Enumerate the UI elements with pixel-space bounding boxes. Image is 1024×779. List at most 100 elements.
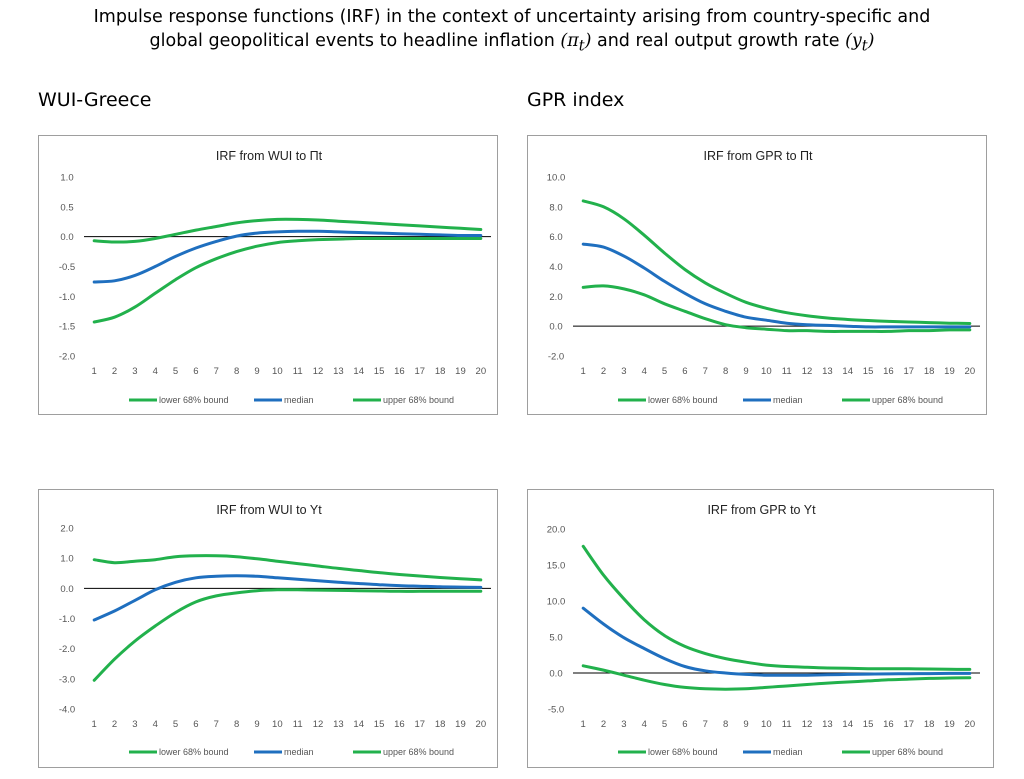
- x-tick-label: 19: [455, 366, 466, 377]
- x-tick-label: 14: [842, 719, 853, 730]
- x-tick-label: 2: [601, 366, 606, 377]
- x-tick-label: 14: [353, 719, 364, 730]
- y-tick-label: -4.0: [59, 705, 75, 716]
- y-tick-label: -0.5: [59, 262, 75, 273]
- x-tick-label: 4: [153, 719, 158, 730]
- y-tick-label: 4.0: [549, 262, 562, 273]
- series-line-lower-68-bound: [92, 588, 483, 682]
- chart-panel-wui-output: IRF from WUI to Yt 2.0 1.0 0.0 -1.0 -2.0 -3.0 -…: [38, 489, 498, 768]
- x-tick-label: 19: [944, 366, 955, 377]
- x-tick-label: 1: [92, 719, 97, 730]
- chart-title: IRF from WUI to Πt: [216, 149, 323, 163]
- x-tick-label: 8: [723, 366, 728, 377]
- x-tick-label: 20: [965, 719, 976, 730]
- x-tick-label: 19: [455, 719, 466, 730]
- x-tick-label: 16: [883, 366, 894, 377]
- x-tick-label: 18: [924, 719, 935, 730]
- y-tick-label: -1.0: [59, 292, 75, 303]
- x-tick-label: 11: [293, 719, 303, 730]
- x-tick-label: 2: [601, 719, 606, 730]
- x-tick-label: 12: [802, 366, 813, 377]
- legend-label-lower-68-bound: lower 68% bound: [648, 395, 718, 405]
- x-tick-label: 6: [193, 366, 198, 377]
- x-tick-label: 16: [394, 719, 405, 730]
- x-tick-label: 17: [414, 366, 425, 377]
- x-tick-label: 18: [435, 366, 446, 377]
- legend-label-upper-68-bound: upper 68% bound: [383, 747, 454, 757]
- x-tick-label: 7: [214, 719, 219, 730]
- x-tick-label: 15: [374, 719, 385, 730]
- y-tick-label: 2.0: [549, 292, 562, 303]
- x-tick-label: 13: [333, 366, 344, 377]
- x-tick-label: 6: [682, 719, 687, 730]
- legend-label-median: median: [773, 747, 803, 757]
- legend-label-upper-68-bound: upper 68% bound: [383, 395, 454, 405]
- x-tick-label: 20: [965, 366, 976, 377]
- x-tick-label: 5: [173, 366, 178, 377]
- section-label-gpr-index: GPR index: [527, 89, 625, 111]
- chart-title: IRF from GPR to Yt: [707, 503, 816, 517]
- y-tick-label: -2.0: [59, 352, 75, 363]
- y-tick-label: 20.0: [547, 525, 566, 536]
- x-tick-label: 7: [703, 719, 708, 730]
- x-tick-label: 9: [254, 719, 259, 730]
- y-tick-label: 0.0: [60, 584, 73, 595]
- title-line-2-mid: and real output growth rate: [596, 31, 840, 51]
- x-tick-label: 15: [863, 719, 874, 730]
- x-tick-label: 20: [476, 719, 487, 730]
- y-tick-label: -2.0: [59, 644, 75, 655]
- x-tick-label: 4: [642, 719, 647, 730]
- x-tick-label: 9: [743, 719, 748, 730]
- x-tick-label: 3: [621, 719, 626, 730]
- x-tick-label: 6: [682, 366, 687, 377]
- x-tick-label: 1: [581, 366, 586, 377]
- x-tick-label: 8: [234, 366, 239, 377]
- x-tick-label: 5: [173, 719, 178, 730]
- x-tick-label: 4: [153, 366, 158, 377]
- legend-label-median: median: [284, 747, 314, 757]
- x-tick-label: 7: [703, 366, 708, 377]
- x-tick-label: 3: [621, 366, 626, 377]
- x-tick-label: 10: [761, 719, 772, 730]
- x-tick-label: 13: [822, 719, 833, 730]
- x-tick-label: 16: [883, 719, 894, 730]
- irf-chart-wui-inflation: IRF from WUI to Πt 1.0 0.5 0.0 -0.5 -1.0 -1.5 -…: [59, 149, 491, 405]
- x-tick-label: 4: [642, 366, 647, 377]
- chart-panel-wui-inflation: IRF from WUI to Πt 1.0 0.5 0.0 -0.5 -1.0 -1.5 -…: [38, 135, 498, 415]
- x-tick-label: 13: [822, 366, 833, 377]
- x-tick-label: 1: [581, 719, 586, 730]
- chart-title: IRF from WUI to Yt: [216, 503, 322, 517]
- figure-title-line-2: global geopolitical events to headline i…: [0, 30, 1024, 58]
- x-tick-label: 2: [112, 719, 117, 730]
- x-tick-label: 11: [293, 366, 303, 377]
- series-line-upper-68-bound: [581, 199, 972, 325]
- x-tick-label: 10: [761, 366, 772, 377]
- series-line-median: [581, 242, 972, 329]
- x-tick-label: 3: [132, 366, 137, 377]
- y-tick-label: 0.5: [60, 202, 73, 213]
- series-line-lower-68-bound: [581, 284, 972, 333]
- series-line-upper-68-bound: [581, 544, 972, 671]
- x-tick-label: 12: [313, 366, 324, 377]
- x-tick-label: 18: [435, 719, 446, 730]
- y-tick-label: 6.0: [549, 232, 562, 243]
- y-tick-label: -5.0: [548, 705, 564, 716]
- y-tick-label: 0.0: [60, 232, 73, 243]
- x-tick-label: 20: [476, 366, 487, 377]
- pi-symbol: (πt): [560, 31, 592, 55]
- series-line-upper-68-bound: [92, 217, 483, 244]
- series-line-lower-68-bound: [92, 236, 483, 324]
- series-line-lower-68-bound: [581, 664, 972, 691]
- x-tick-label: 8: [234, 719, 239, 730]
- chart-title: IRF from GPR to Πt: [703, 149, 813, 163]
- x-tick-label: 14: [353, 366, 364, 377]
- irf-chart-gpr-output: IRF from GPR to Yt 20.0 15.0 10.0 5.0 0.0 -5.0…: [547, 503, 980, 757]
- x-tick-label: 16: [394, 366, 405, 377]
- x-tick-label: 15: [863, 366, 874, 377]
- series-line-upper-68-bound: [92, 554, 483, 582]
- x-tick-label: 11: [782, 719, 792, 730]
- irf-chart-gpr-inflation: IRF from GPR to Πt 10.0 8.0 6.0 4.0 2.0 0.0 -2.…: [547, 149, 980, 405]
- legend-label-upper-68-bound: upper 68% bound: [872, 747, 943, 757]
- y-tick-label: -3.0: [59, 674, 75, 685]
- y-tick-label: -1.0: [59, 614, 75, 625]
